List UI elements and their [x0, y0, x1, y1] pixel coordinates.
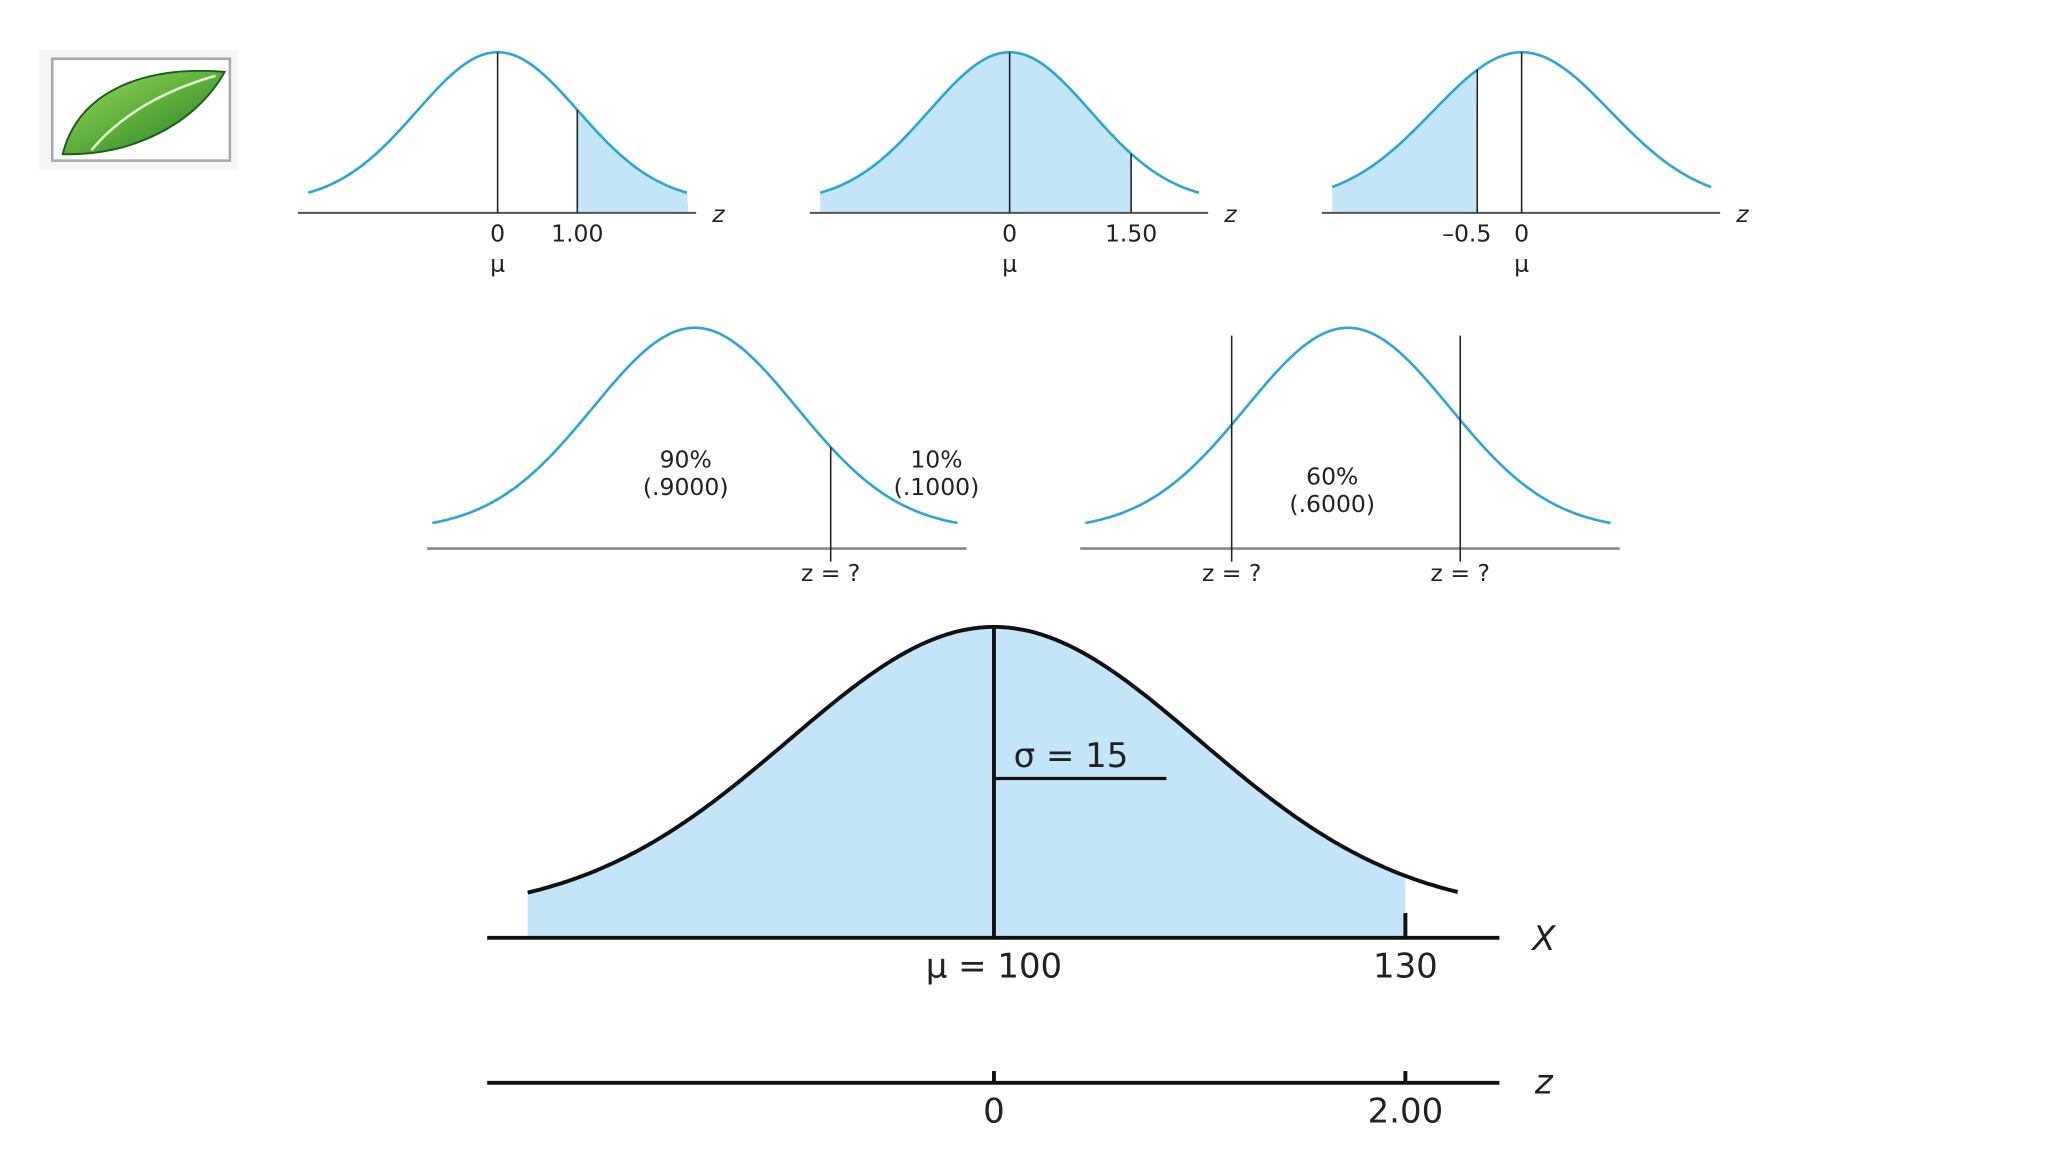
- axis-label: z: [1223, 200, 1237, 228]
- curve: [527, 624, 1459, 895]
- mean-label: μ: [1002, 250, 1017, 278]
- tick-label: 0: [1002, 220, 1017, 248]
- axis-label: z: [711, 200, 725, 228]
- shaded-area: [577, 109, 689, 213]
- cut-label: z = ?: [1202, 559, 1261, 587]
- z-tick-label: 0: [983, 1091, 1005, 1131]
- tick-label: 1.50: [1105, 220, 1157, 248]
- area-percent: 90%: [660, 446, 712, 474]
- shaded-area: [527, 626, 1406, 938]
- z-tick-label: 2.00: [1368, 1091, 1444, 1131]
- cut-label: z = ?: [801, 559, 860, 587]
- tick-label: 0: [490, 220, 505, 248]
- area-proportion: (.1000): [894, 473, 980, 501]
- area-percent: 10%: [910, 446, 962, 474]
- mean-label: μ: [1514, 250, 1529, 278]
- tick-label: 0: [1514, 220, 1529, 248]
- z-axis-label: z: [1534, 1063, 1554, 1103]
- tick-label: 1.00: [551, 220, 603, 248]
- logo: [39, 49, 238, 170]
- shaded-area: [820, 52, 1132, 213]
- mean-label: μ: [490, 250, 505, 278]
- shaded-area: [1332, 70, 1478, 213]
- x-axis-label: X: [1530, 919, 1556, 959]
- sigma-label: σ = 15: [1014, 736, 1129, 776]
- area-proportion: (.6000): [1289, 490, 1375, 518]
- x-tick-label: 130: [1373, 946, 1438, 986]
- axis-label: z: [1735, 200, 1749, 228]
- area-percent: 60%: [1306, 463, 1358, 491]
- x-tick-label: μ = 100: [926, 946, 1062, 986]
- curve: [1085, 326, 1611, 525]
- area-proportion: (.9000): [643, 473, 729, 501]
- tick-label: –0.5: [1442, 220, 1491, 248]
- cut-label: z = ?: [1431, 559, 1490, 587]
- curve: [432, 326, 958, 525]
